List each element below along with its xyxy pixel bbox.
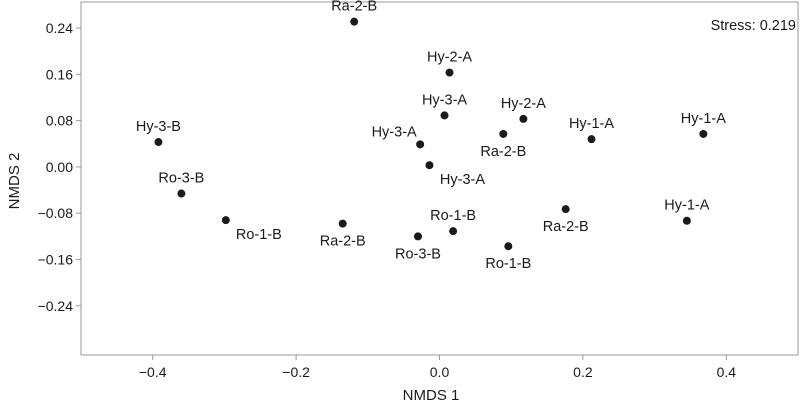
data-point: [350, 17, 359, 26]
data-point: [413, 232, 422, 241]
x-tick-label: 0.4: [717, 364, 737, 380]
point-label: Ro-1-B: [430, 208, 476, 224]
data-point: [682, 216, 691, 225]
y-tick-label: 0.00: [46, 159, 73, 175]
y-axis-title: NMDS 2: [6, 153, 23, 210]
point-label: Ra-2-B: [331, 0, 377, 15]
point-label: Ro-3-B: [395, 246, 441, 262]
data-point: [561, 205, 570, 214]
y-tick-label: −0.24: [38, 298, 74, 314]
data-point: [587, 135, 596, 144]
point-label: Hy-3-B: [136, 119, 181, 135]
point-label: Ro-1-B: [236, 227, 282, 243]
y-tick-label: 0.24: [46, 20, 73, 36]
y-tick-label: −0.08: [38, 205, 74, 221]
y-tick-label: −0.16: [38, 252, 74, 268]
data-point: [499, 129, 508, 138]
point-label: Hy-1-A: [681, 111, 726, 127]
data-point: [177, 189, 186, 198]
x-tick-label: 0.0: [430, 364, 450, 380]
data-point: [221, 216, 230, 225]
point-label: Hy-2-A: [501, 96, 546, 112]
x-tick-label: −0.2: [282, 364, 310, 380]
y-tick-label: 0.08: [46, 113, 73, 129]
y-tick-label: 0.16: [46, 66, 73, 82]
data-point: [425, 161, 434, 170]
data-point: [154, 138, 163, 147]
point-label: Hy-3-A: [372, 124, 417, 140]
data-point: [445, 68, 454, 77]
data-point: [504, 242, 513, 251]
point-label: Hy-1-A: [664, 198, 709, 214]
point-label: Ro-1-B: [485, 256, 531, 272]
x-tick-label: 0.2: [573, 364, 593, 380]
point-label: Ro-3-B: [158, 171, 204, 187]
point-label: Hy-3-A: [440, 172, 485, 188]
point-label: Ra-2-B: [320, 234, 366, 250]
data-point: [416, 140, 425, 149]
data-point: [338, 219, 347, 228]
x-tick-label: −0.4: [139, 364, 167, 380]
point-label: Ra-2-B: [543, 219, 589, 235]
stress-annotation: Stress: 0.219: [711, 18, 796, 34]
axis-ticks: −0.4 −0.2 0.0 0.2 0.4 0.24 0.16 0.08 0.00 −0.08 −0…: [38, 20, 737, 380]
point-label: Hy-2-A: [427, 50, 472, 66]
data-point: [519, 114, 528, 123]
data-point: [440, 111, 449, 120]
point-label: Hy-3-A: [422, 92, 467, 108]
x-axis-title: NMDS 1: [403, 387, 460, 404]
data-point: [449, 227, 458, 236]
point-label: Ra-2-B: [480, 144, 526, 160]
data-points: Ra-2-B Hy-2-A Hy-3-A Hy-2-A Ra-2-B Hy-1-A Hy-1…: [136, 0, 726, 272]
point-label: Hy-1-A: [569, 116, 614, 132]
data-point: [699, 129, 708, 138]
